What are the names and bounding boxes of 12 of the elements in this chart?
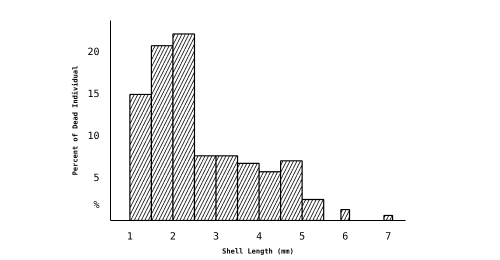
x-tick-label: 7	[385, 232, 392, 242]
y-tick-label: 5	[93, 172, 100, 184]
x-tick-label: 2	[170, 232, 176, 242]
x-tick-label: 6	[342, 232, 348, 242]
x-tick-label: 4	[256, 232, 262, 242]
x-tick-label: 3	[213, 232, 220, 242]
x-tick-label: 1	[126, 232, 133, 242]
y-tick-label: 10	[87, 130, 100, 142]
y-tick-label: %	[93, 200, 100, 211]
y-tick-label: 20	[87, 46, 100, 58]
y-tick-label: 15	[87, 88, 100, 100]
x-tick-label: 5	[299, 232, 306, 242]
